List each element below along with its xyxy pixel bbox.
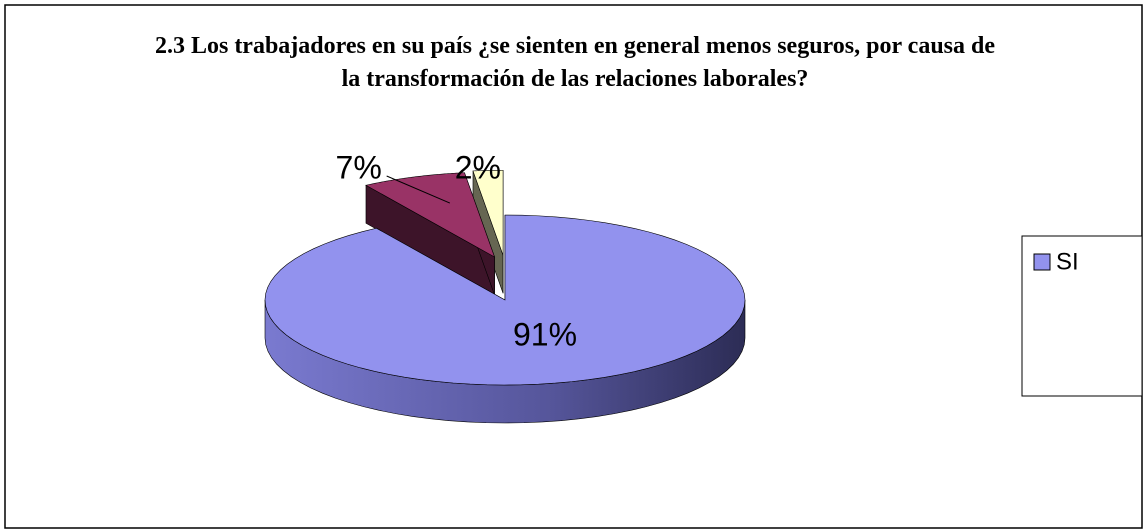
chart-title: 2.3 Los trabajadores en su país ¿se sien… (154, 33, 996, 92)
data-label: 91% (513, 316, 577, 352)
legend-swatch (1033, 253, 1051, 271)
pie-slice (264, 214, 746, 424)
pie-slice (472, 169, 504, 294)
slice-top (264, 214, 746, 386)
leader-line (386, 175, 451, 204)
slice-top (472, 169, 504, 256)
data-label: 2% (455, 149, 501, 185)
slice-top (365, 172, 496, 258)
pie-slice (365, 172, 496, 296)
legend-label: SI (1056, 248, 1079, 275)
data-label: 7% (336, 149, 382, 185)
